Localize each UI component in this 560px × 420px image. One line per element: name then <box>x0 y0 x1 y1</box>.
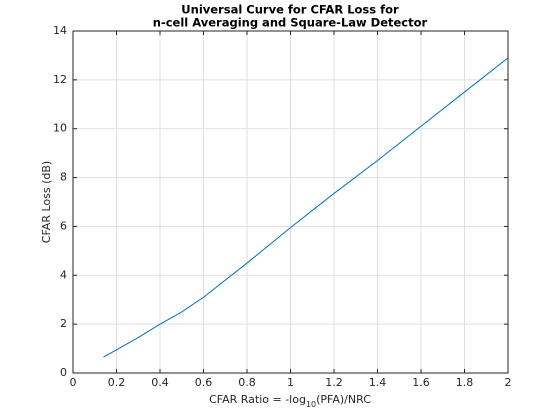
y-tick-label: 14 <box>53 24 67 37</box>
y-tick-label: 0 <box>60 366 67 379</box>
x-axis-label-part: (PFA)/NRC <box>316 393 371 406</box>
y-tick-label: 12 <box>53 73 67 86</box>
data-line <box>103 57 509 358</box>
plot-frame <box>72 30 509 374</box>
x-axis-label: CFAR Ratio = -log10(PFA)/NRC <box>209 393 371 409</box>
x-axis-label-part: CFAR Ratio = -log <box>209 393 306 406</box>
y-tick-label: 4 <box>60 268 67 281</box>
x-tick-label: 1.6 <box>412 376 430 389</box>
x-tick-label: 1.8 <box>456 376 474 389</box>
chart-title: Universal Curve for CFAR Loss for <box>181 3 399 17</box>
y-tick-label: 8 <box>60 171 67 184</box>
x-tick-label: 1.4 <box>369 376 387 389</box>
chart-title: n-cell Averaging and Square-Law Detector <box>153 16 428 30</box>
y-axis-label: CFAR Loss (dB) <box>40 161 53 243</box>
x-tick-label: 0.8 <box>238 376 256 389</box>
y-tick-label: 2 <box>60 317 67 330</box>
x-tick-label: 0.4 <box>151 376 169 389</box>
x-axis-label-subscript: 10 <box>306 400 316 409</box>
x-tick-label: 0.6 <box>195 376 213 389</box>
y-tick-label: 6 <box>60 219 67 232</box>
x-tick-label: 1 <box>287 376 294 389</box>
x-tick-label: 0.2 <box>108 376 126 389</box>
y-tick-label: 10 <box>53 122 67 135</box>
x-tick-label: 2 <box>505 376 512 389</box>
x-tick-label: 1.2 <box>325 376 343 389</box>
x-tick-label: 0 <box>70 376 77 389</box>
